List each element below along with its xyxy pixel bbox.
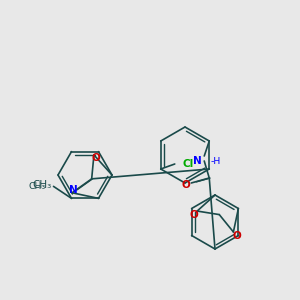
- Text: N: N: [69, 185, 77, 195]
- Text: O: O: [182, 180, 190, 190]
- Text: O: O: [232, 231, 241, 241]
- Text: O: O: [92, 153, 100, 163]
- Text: CH₃: CH₃: [28, 182, 46, 191]
- Text: O: O: [190, 210, 199, 220]
- Text: -H: -H: [210, 157, 220, 166]
- Text: N: N: [194, 156, 202, 166]
- Text: Cl: Cl: [183, 159, 194, 169]
- Text: CH₃: CH₃: [32, 180, 52, 190]
